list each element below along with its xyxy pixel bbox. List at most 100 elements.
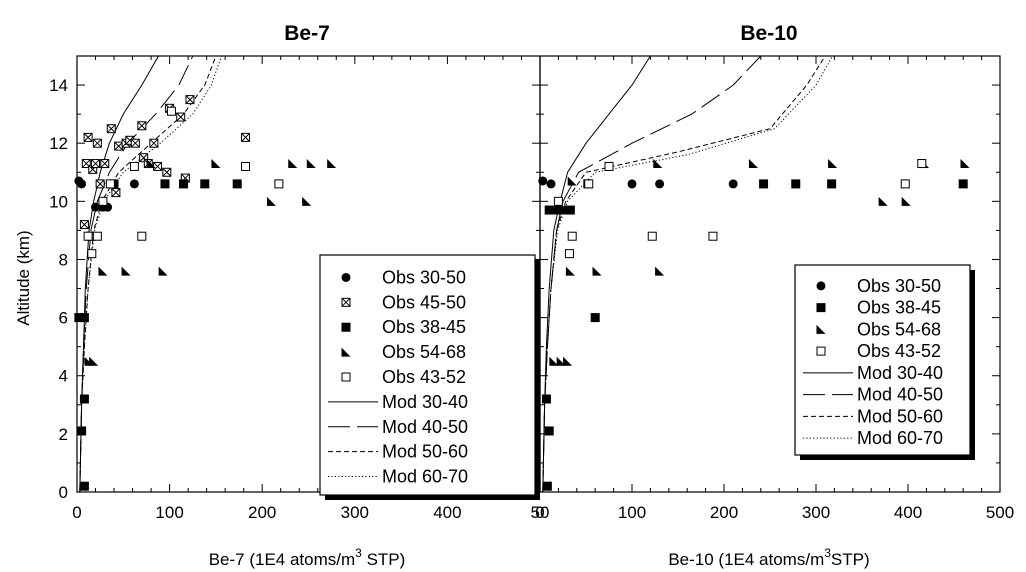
marker-cross (100, 159, 110, 168)
marker-cross (153, 162, 162, 171)
data-point-triangle (960, 159, 970, 169)
data-point-open-square (647, 231, 657, 241)
data-point-triangle (121, 266, 131, 276)
data-point-open-square (98, 196, 108, 206)
data-point-triangle (98, 266, 108, 276)
legend-label: Mod 60-70 (382, 467, 468, 487)
y-tick-label: 14 (49, 76, 68, 95)
data-point-triangle (341, 347, 351, 357)
x-tick-label: 0 (535, 503, 544, 522)
x-tick-label: 100 (155, 503, 183, 522)
x-tick-label: 500 (986, 503, 1014, 522)
y-tick-label: 12 (49, 134, 68, 153)
data-point-square (759, 179, 769, 189)
data-point-square (200, 179, 210, 189)
data-point-triangle (878, 196, 888, 206)
model-line (79, 56, 194, 492)
x-tick-label: 400 (894, 503, 922, 522)
data-point-triangle (655, 266, 665, 276)
data-point-triangle (563, 356, 573, 366)
data-point-square (178, 179, 188, 189)
y-axis-label: Altitude (km) (14, 230, 33, 325)
data-point-crossed-square (100, 159, 110, 169)
legend-label: Mod 50-60 (857, 406, 943, 426)
marker-cross (106, 124, 116, 134)
legend-label: Mod 30-40 (382, 392, 468, 412)
marker-cross (83, 133, 93, 142)
data-point-square (542, 481, 552, 491)
y-tick-label: 6 (59, 309, 68, 328)
series-xsquare (79, 95, 251, 241)
data-point-crossed-square (137, 121, 147, 131)
legend-label: Mod 60-70 (857, 428, 943, 448)
y-tick-label: 0 (59, 483, 68, 502)
data-point-crossed-square (83, 132, 93, 142)
data-point-circle (728, 179, 738, 189)
data-point-triangle (266, 196, 276, 206)
legend-label: Mod 40-50 (382, 417, 468, 437)
data-point-circle (816, 281, 826, 291)
legend-label: Mod 40-50 (857, 385, 943, 405)
data-point-crossed-square (130, 138, 140, 148)
plot-frame (539, 55, 1001, 493)
data-point-crossed-square (162, 167, 172, 177)
data-point-square (77, 426, 87, 436)
data-point-open-square (241, 161, 251, 171)
data-point-triangle (816, 324, 826, 334)
data-point-open-square (900, 179, 910, 189)
x-axis-label: Be-7 (1E4 atoms/m3 STP) (209, 546, 406, 569)
data-point-triangle (302, 196, 312, 206)
data-point-square (816, 303, 826, 313)
data-point-square (958, 179, 968, 189)
data-point-crossed-square (111, 188, 121, 198)
marker-cross (130, 138, 140, 148)
data-point-crossed-square (176, 112, 186, 122)
data-point-triangle (549, 356, 559, 366)
data-point-square (544, 205, 554, 215)
data-point-circle (77, 179, 87, 189)
x-tick-label: 0 (72, 503, 81, 522)
y-tick-label: 10 (49, 192, 68, 211)
data-point-square (544, 426, 554, 436)
series-triangle (84, 159, 337, 366)
marker-cross (80, 220, 89, 229)
data-point-circle (341, 272, 351, 282)
data-point-crossed-square (95, 179, 105, 189)
series-square (74, 179, 242, 491)
data-point-crossed-square (153, 161, 163, 171)
data-point-crossed-square (185, 95, 195, 105)
data-point-circle (91, 202, 101, 212)
series-square (541, 179, 968, 491)
data-point-square (541, 394, 551, 404)
legend-label: Mod 30-40 (857, 363, 943, 383)
data-point-open-square (816, 346, 826, 356)
data-point-open-square (564, 249, 574, 259)
data-point-open-square (129, 161, 139, 171)
x-tick-label: 100 (618, 503, 646, 522)
data-point-open-square (166, 106, 176, 116)
data-point-triangle (565, 266, 575, 276)
chart-title: Be-10 (740, 22, 797, 45)
data-point-square (590, 313, 600, 323)
data-point-crossed-square (241, 132, 251, 142)
data-point-circle (655, 179, 665, 189)
panel-be10: Be-10 Be-10 (1E4 atoms/m3STP) 0 100 200 300… (535, 22, 1014, 569)
data-point-square (791, 179, 801, 189)
legend: Obs 30-50 Obs 45-50 Obs 38-45 Obs 54-68 Obs … (319, 254, 540, 500)
data-point-crossed-square (92, 138, 102, 148)
data-point-open-square (567, 231, 577, 241)
data-point-crossed-square (79, 220, 89, 230)
x-tick-label: 200 (248, 503, 276, 522)
data-point-triangle (89, 356, 99, 366)
data-point-triangle (828, 159, 838, 169)
data-point-open-square (92, 231, 102, 241)
data-point-open-square (708, 231, 718, 241)
model-line (542, 56, 762, 492)
y-tick-label: 8 (59, 250, 68, 269)
legend-label: Obs 38-45 (382, 317, 466, 337)
marker-cross (93, 138, 102, 148)
data-point-open-square (917, 159, 927, 169)
data-point-square (827, 179, 837, 189)
data-point-triangle (653, 159, 663, 169)
